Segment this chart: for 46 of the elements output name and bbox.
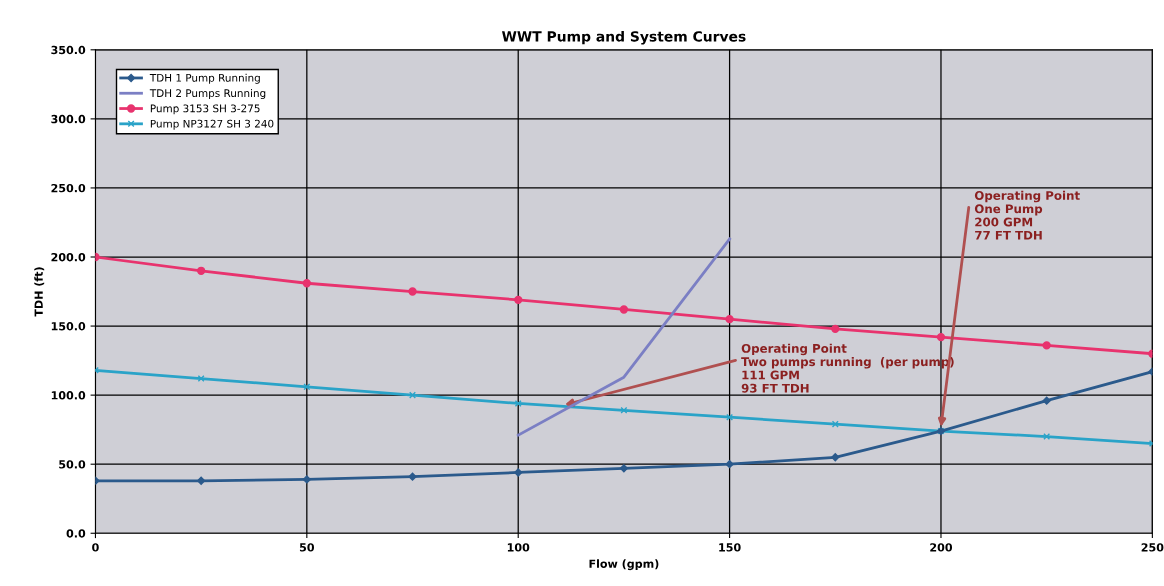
point [302,475,311,484]
point [1042,396,1051,405]
point [831,420,839,428]
y-tick-label: 200.0 [51,252,86,262]
x-tick-label: 100 [507,543,530,552]
point [619,305,629,314]
y-tick-label: 100.0 [51,391,86,400]
point [408,472,417,481]
chart-title: WWT Pump and System Curves [501,30,746,45]
point [514,399,522,407]
x-tick-label: 250 [1141,543,1164,552]
point [302,279,311,288]
point [936,332,946,342]
x-tick-label: 150 [719,543,741,552]
point [831,453,840,462]
point [514,295,523,304]
legend-label: TDH 2 Pumps Running [149,88,266,100]
point [197,476,206,485]
x-tick-label: 0 [92,543,99,552]
y-tick-label: 300.0 [51,114,86,124]
point [408,287,417,296]
point [620,406,628,414]
legend-label: TDH 1 Pump Running [149,73,260,84]
y-tick-label: 0.0 [66,529,86,538]
legend-label: Pump 3153 SH 3-275 [150,104,260,115]
point [831,324,840,333]
point [514,468,523,477]
y-tick-label: 350.0 [51,45,86,55]
y-tick-label: 50.0 [59,460,86,469]
x-tick-label: 50 [299,543,315,552]
x-tick-label: 200 [930,543,953,552]
y-tick-label: 150.0 [51,322,86,331]
point [1042,341,1051,350]
point [1043,433,1051,441]
point [196,266,206,275]
point [197,375,205,383]
point [726,413,734,421]
x-axis-title: Flow (gpm) [589,559,659,571]
legend-label: Pump NP3127 SH 3 240 [150,119,274,130]
y-axis-title: TDH (ft) [34,267,45,317]
point [409,391,416,399]
y-tick-label: 250.0 [51,183,86,193]
point [725,460,734,469]
annotation: Operating Point One Pump 200 GPM 77 FT TDH [974,190,1080,240]
point [725,314,734,324]
point [619,464,629,473]
